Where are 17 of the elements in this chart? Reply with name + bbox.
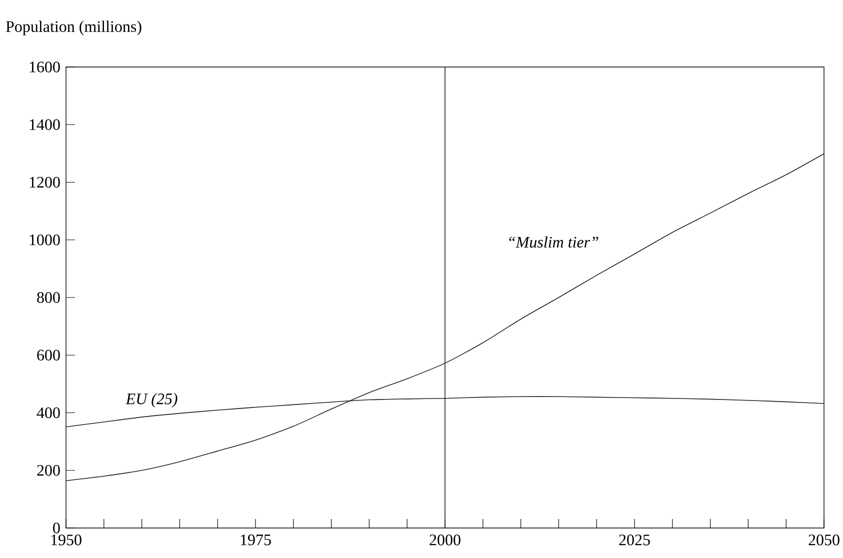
y-tick-label: 1400 xyxy=(30,119,60,130)
x-tick-label: 2050 xyxy=(808,534,840,546)
series-label: EU (25) xyxy=(126,393,178,408)
y-tick-label: 400 xyxy=(36,407,60,418)
x-tick-label: 2000 xyxy=(430,534,460,546)
x-tick-label: 1950 xyxy=(51,534,82,546)
y-tick-label: 800 xyxy=(37,292,60,303)
x-tick-label: 1975 xyxy=(240,534,271,546)
y-tick-label: 1200 xyxy=(30,176,60,188)
series-label: “Muslim tier” xyxy=(509,236,598,248)
x-tick-label: 2025 xyxy=(619,534,650,546)
y-tick-label: 1600 xyxy=(30,62,60,72)
y-tick-label: 1000 xyxy=(30,234,60,246)
y-tick-label: 600 xyxy=(37,350,60,361)
y-tick-label: 0 xyxy=(53,522,60,534)
y-tick-label: 200 xyxy=(37,464,60,476)
y-axis-title: Population (millions) xyxy=(6,20,142,36)
